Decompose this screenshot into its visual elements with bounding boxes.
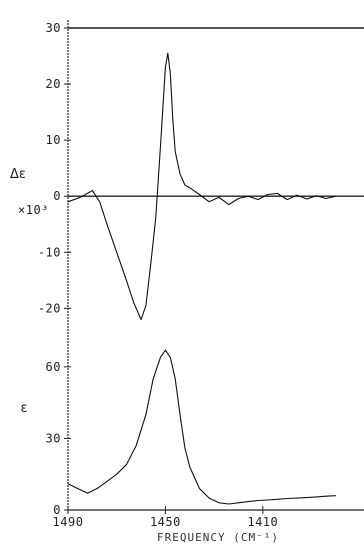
x-tick-label: 1490 [53, 515, 84, 529]
top-y-tick-label: -20 [38, 301, 61, 315]
top-y-ticks: 30 20 10 0 -10 -20 [38, 21, 71, 315]
bottom-series [67, 349, 336, 505]
x-axis-ticks: 1490 1450 1410 [53, 506, 278, 529]
top-multiplier-label: ×10³ [18, 203, 49, 217]
x-tick-label: 1450 [150, 515, 181, 529]
top-y-tick-label: 0 [53, 189, 61, 203]
epsilon-line [67, 349, 336, 505]
top-y-tick-label: 10 [46, 133, 61, 147]
top-y-tick-label: -10 [38, 245, 61, 259]
x-axis-label: FREQUENCY (CM⁻¹) [157, 531, 279, 544]
top-y-tick-label: 20 [46, 77, 61, 91]
axes-frame [67, 20, 364, 511]
bottom-y-tick-label: 60 [46, 360, 61, 374]
top-y-axis-label: Δε [10, 167, 26, 182]
top-y-tick-label: 30 [46, 21, 61, 35]
top-series [67, 52, 337, 321]
delta-epsilon-line [67, 52, 337, 321]
bottom-y-tick-label: 30 [46, 431, 61, 445]
x-tick-label: 1410 [247, 515, 278, 529]
bottom-y-axis-label: ε [20, 401, 27, 416]
bottom-y-tick-label: 0 [53, 503, 61, 517]
bottom-y-ticks: 60 30 0 [46, 360, 71, 517]
